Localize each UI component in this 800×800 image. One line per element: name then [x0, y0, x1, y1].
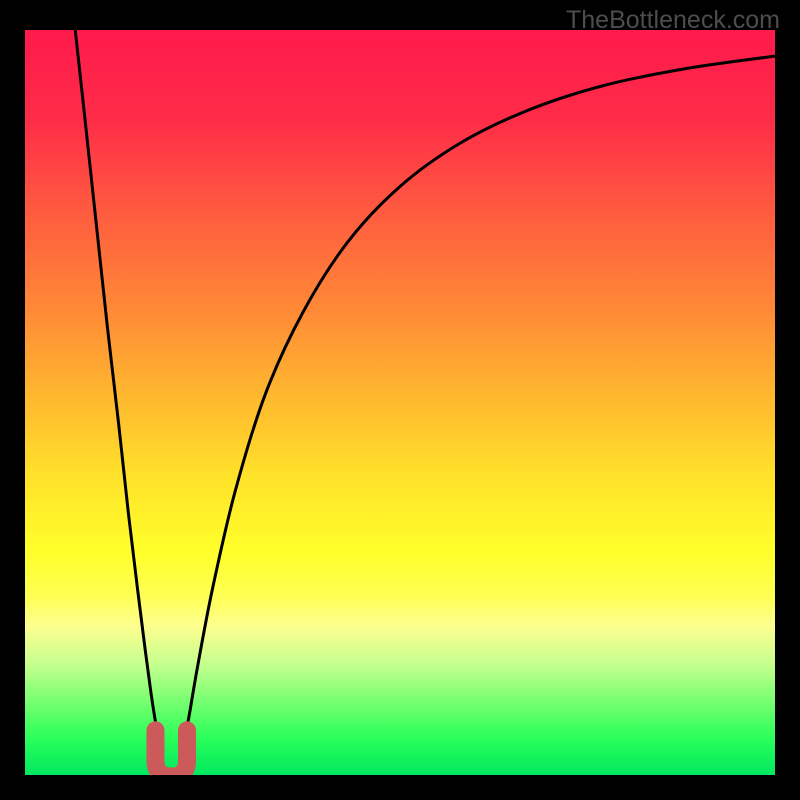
- watermark-label: TheBottleneck.com: [566, 6, 780, 35]
- plot-background: [25, 30, 775, 775]
- plot-svg: [25, 30, 775, 775]
- chart-stage: TheBottleneck.com: [0, 0, 800, 800]
- plot-area: [25, 30, 775, 775]
